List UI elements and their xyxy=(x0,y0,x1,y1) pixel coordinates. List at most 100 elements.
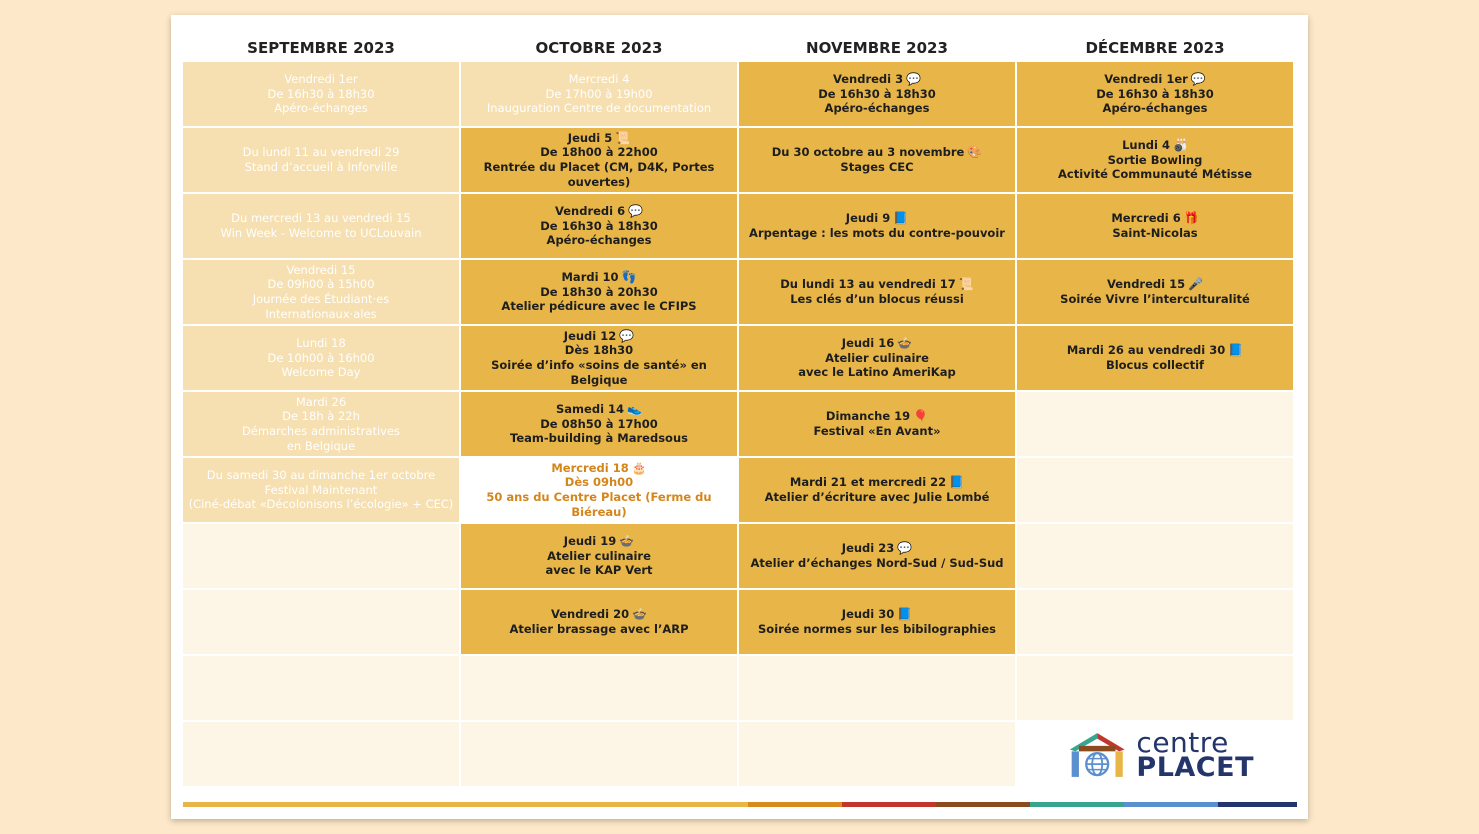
event-text: Welcome Day xyxy=(281,365,361,380)
event-text: De 18h00 à 22h00 xyxy=(540,145,658,160)
event-text: Atelier d’échanges Nord-Sud / Sud-Sud xyxy=(750,556,1004,570)
event-detail: Win Week - Welcome to UCLouvain xyxy=(221,226,422,241)
event-date: Du 30 octobre au 3 novembre 🎨 xyxy=(772,145,983,160)
event-emoji-icon: 🎈 xyxy=(913,409,929,424)
event-text: Stand d’accueil à Inforville xyxy=(244,160,398,174)
event-emoji-icon: 🎨 xyxy=(967,145,983,160)
event-text: Dès 09h00 xyxy=(564,475,634,490)
event-date: Vendredi 6 💬 xyxy=(555,204,643,219)
event-detail: Team-building à Maredsous xyxy=(510,431,688,446)
event-detail: Festival «En Avant» xyxy=(813,424,940,439)
event-cell: Jeudi 5 📜 De 18h00 à 22h00 Rentrée du Place… xyxy=(461,128,737,192)
empty-cell xyxy=(1017,656,1293,720)
event-date: Vendredi 3 💬 xyxy=(833,72,921,87)
event-text: Win Week - Welcome to UCLouvain xyxy=(220,226,422,240)
event-emoji-icon: 🎂 xyxy=(631,460,647,475)
event-cell: Vendredi 15 🎤 Soirée Vivre l’intercultural… xyxy=(1017,260,1293,324)
event-text: Jeudi 5 xyxy=(567,130,613,145)
event-date: Du mercredi 13 au vendredi 15 xyxy=(231,211,411,226)
event-text: Dimanche 19 xyxy=(825,409,911,424)
event-text: Vendredi 15 xyxy=(1106,277,1186,292)
event-text: Team-building à Maredsous xyxy=(510,431,688,446)
event-text: Vendredi 15 xyxy=(286,262,356,277)
event-emoji-icon: 🎳 xyxy=(1172,138,1188,153)
event-detail: De 16h30 à 18h30 xyxy=(540,219,658,234)
event-emoji-icon: 🍲 xyxy=(619,534,635,549)
event-detail: Atelier culinaire xyxy=(547,549,651,564)
event-detail: Soirée d’info «soins de santé» en Belgiq… xyxy=(465,358,733,387)
event-text: De 18h30 à 20h30 xyxy=(540,284,658,299)
event-cell: Mardi 26 De 18h à 22h Démarches administra… xyxy=(183,392,459,456)
month-title: NOVEMBRE 2023 xyxy=(806,39,948,57)
month-column: NOVEMBRE 2023 Vendredi 3 💬 De 16h30 à 18h30… xyxy=(739,35,1015,788)
event-cell: Samedi 14 👟 De 08h50 à 17h00 Team-building … xyxy=(461,392,737,456)
event-cell: Du lundi 13 au vendredi 17 📜 Les clés d’un… xyxy=(739,260,1015,324)
event-cell: Jeudi 12 💬 Dès 18h30 Soirée d’info «soins d… xyxy=(461,326,737,390)
event-detail: Atelier pédicure avec le CFIPS xyxy=(501,299,696,314)
event-text: Atelier brassage avec l’ARP xyxy=(509,622,689,636)
event-detail: De 16h30 à 18h30 xyxy=(818,87,936,102)
empty-cell xyxy=(461,722,737,786)
event-detail: Apéro-échanges xyxy=(547,233,652,248)
event-detail: Les clés d’un blocus réussi xyxy=(790,292,964,307)
event-cell: Mardi 26 au vendredi 30 📘 Blocus collectif xyxy=(1017,326,1293,390)
event-detail: Stages CEC xyxy=(840,160,913,175)
event-date: Vendredi 1er xyxy=(284,72,357,87)
month-title: OCTOBRE 2023 xyxy=(535,39,663,57)
empty-cell xyxy=(183,590,459,654)
empty-cell xyxy=(183,722,459,786)
event-detail: Saint-Nicolas xyxy=(1112,226,1197,241)
event-text: Atelier d’écriture avec Julie Lombé xyxy=(764,490,990,504)
event-text: Du samedi 30 au dimanche 1er octobre xyxy=(206,468,436,483)
event-text: Saint-Nicolas xyxy=(1112,226,1198,240)
event-cell: Mercredi 4 De 17h00 à 19h00 Inauguration C… xyxy=(461,62,737,126)
event-date: Du lundi 13 au vendredi 17 📜 xyxy=(780,277,974,292)
event-date: Du lundi 11 au vendredi 29 xyxy=(243,145,400,160)
event-text: Vendredi 6 xyxy=(554,204,626,219)
event-cell: Vendredi 3 💬 De 16h30 à 18h30 Apéro-échange… xyxy=(739,62,1015,126)
event-cell: Du samedi 30 au dimanche 1er octobre Fest… xyxy=(183,458,459,522)
event-emoji-icon: 👟 xyxy=(627,402,642,417)
event-cell: Du mercredi 13 au vendredi 15 Win Week - … xyxy=(183,194,459,258)
event-cell: Jeudi 23 💬 Atelier d’échanges Nord-Sud / S… xyxy=(739,524,1015,588)
event-emoji-icon: 📜 xyxy=(958,277,974,292)
event-detail: Dès 09h00 xyxy=(565,475,633,490)
event-text: Dès 18h30 xyxy=(564,343,634,358)
event-detail: Atelier brassage avec l’ARP xyxy=(509,622,688,637)
event-detail: De 10h00 à 16h00 xyxy=(267,351,374,366)
event-date: Mercredi 6 🎁 xyxy=(1111,211,1198,226)
event-emoji-icon: 🍲 xyxy=(632,607,648,622)
event-cell: Dimanche 19 🎈 Festival «En Avant» xyxy=(739,392,1015,456)
event-text: Les clés d’un blocus réussi xyxy=(790,292,964,306)
calendar-grid: SEPTEMBRE 2023 Vendredi 1er De 16h30 à 18h… xyxy=(183,35,1293,788)
empty-cell xyxy=(1017,524,1293,588)
empty-cell xyxy=(1017,590,1293,654)
calendar-sheet: SEPTEMBRE 2023 Vendredi 1er De 16h30 à 18h… xyxy=(171,15,1308,819)
event-text: Stages CEC xyxy=(840,160,914,174)
event-text: Jeudi 23 xyxy=(841,541,895,556)
color-bar-segment xyxy=(748,802,842,807)
event-cell: Lundi 4 🎳 Sortie Bowling Activité Communaut… xyxy=(1017,128,1293,192)
event-detail: Atelier d’échanges Nord-Sud / Sud-Sud xyxy=(750,556,1003,571)
empty-cell xyxy=(461,656,737,720)
event-cell: Mercredi 18 🎂 Dès 09h00 50 ans du Centre Pl… xyxy=(461,458,737,522)
event-text: Vendredi 1er xyxy=(284,72,358,87)
event-detail: De 18h à 22h xyxy=(282,409,360,424)
event-text: Apéro-échanges xyxy=(274,101,368,116)
logo-line-centre: centre xyxy=(1136,726,1229,759)
event-detail: De 16h30 à 18h30 xyxy=(267,87,374,102)
event-text: Mercredi 4 xyxy=(568,72,630,87)
event-text: Activité Communauté Métisse xyxy=(1058,167,1252,182)
event-detail: Stand d’accueil à Inforville xyxy=(245,160,398,175)
event-text: Du mercredi 13 au vendredi 15 xyxy=(231,211,411,226)
event-text: Vendredi 3 xyxy=(832,72,904,87)
event-text: De 16h30 à 18h30 xyxy=(1096,86,1214,101)
event-detail: Sortie Bowling xyxy=(1108,153,1203,168)
event-detail: Arpentage : les mots du contre-pouvoir xyxy=(749,226,1005,241)
event-text: Arpentage : les mots du contre-pouvoir xyxy=(749,226,1005,240)
event-detail: avec le Latino AmeriKap xyxy=(798,365,955,380)
event-text: De 16h30 à 18h30 xyxy=(818,86,936,101)
event-cell: Du lundi 11 au vendredi 29 Stand d’accuei… xyxy=(183,128,459,192)
event-text: Jeudi 9 xyxy=(845,211,891,226)
event-detail: Activité Communauté Métisse xyxy=(1058,167,1252,182)
